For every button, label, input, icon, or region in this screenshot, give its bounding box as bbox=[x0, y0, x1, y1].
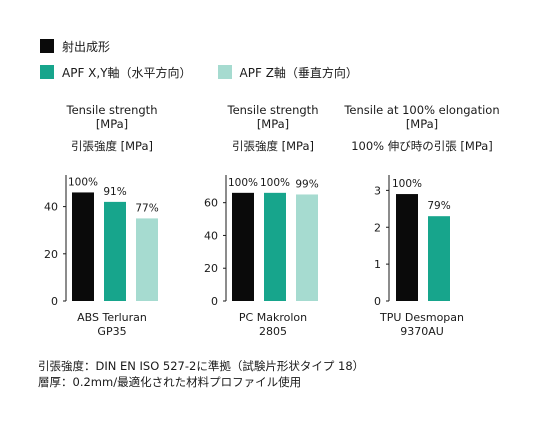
legend-row-1: 射出成形 bbox=[40, 33, 136, 59]
chart-2-title-ja: 引張強度 [MPa] bbox=[232, 139, 314, 153]
chart-1-bar-2 bbox=[104, 201, 126, 301]
chart-1-title-line-1: Tensile strength bbox=[66, 103, 158, 117]
chart-3-title-line-1: Tensile at 100% elongation bbox=[343, 103, 499, 117]
chart-2-data-label-2: 100% bbox=[260, 177, 290, 189]
legend-row-2: APF X,Y軸（水平方向） APF Z軸（垂直方向） bbox=[40, 59, 520, 85]
chart-2-data-label-3: 99% bbox=[295, 178, 318, 190]
footnotes: 引張強度：DIN EN ISO 527-2に準拠（試験片形状タイプ 18） 層厚… bbox=[38, 358, 364, 390]
legend-swatch-injection bbox=[40, 39, 54, 53]
chart-2-bar-3 bbox=[296, 194, 318, 301]
chart-1-bar-3 bbox=[136, 218, 158, 301]
chart-1-data-label-3: 77% bbox=[135, 202, 158, 214]
legend-label-apf-z: APF Z軸（垂直方向） bbox=[239, 65, 358, 80]
chart-1-data-label-2: 91% bbox=[103, 186, 126, 198]
legend-label-injection: 射出成形 bbox=[62, 39, 111, 54]
chart-3-tick-label-3: 3 bbox=[374, 184, 381, 197]
chart-3-data-label-2: 79% bbox=[427, 200, 450, 212]
chart-2-tick-label-20: 20 bbox=[204, 262, 218, 275]
chart-3-data-label-1: 100% bbox=[392, 178, 422, 190]
chart-2-tick-label-60: 60 bbox=[204, 197, 218, 210]
chart-3-tick-label-1: 1 bbox=[374, 258, 381, 271]
legend-item-apf-z: APF Z軸（垂直方向） bbox=[217, 64, 358, 81]
chart-3-title-ja: 100% 伸び時の引張 [MPa] bbox=[351, 139, 493, 153]
chart-3-bar-1 bbox=[396, 194, 418, 301]
chart-2-xlabel-line-1: PC Makrolon bbox=[239, 311, 307, 324]
chart-2-data-label-1: 100% bbox=[228, 177, 258, 189]
chart-1-tick-label-20: 20 bbox=[44, 248, 58, 261]
legend-item-apf-xy: APF X,Y軸（水平方向） bbox=[40, 64, 192, 81]
chart-2-bar-1 bbox=[232, 192, 254, 301]
chart-2-bar-2 bbox=[264, 192, 286, 301]
chart-2-title-line-2: [MPa] bbox=[257, 117, 289, 131]
chart-3-tick-label-0: 0 bbox=[374, 295, 381, 308]
chart-3-tick-label-2: 2 bbox=[374, 221, 381, 234]
legend-item-injection: 射出成形 bbox=[40, 38, 110, 55]
chart-1-tick-label-0: 0 bbox=[51, 295, 58, 308]
chart-2-tick-label-40: 40 bbox=[204, 229, 218, 242]
chart-2-tick-label-0: 0 bbox=[211, 295, 218, 308]
chart-1-title-ja: 引張強度 [MPa] bbox=[71, 139, 153, 153]
legend-label-apf-xy: APF X,Y軸（水平方向） bbox=[62, 65, 192, 80]
chart-1-xlabel-line-2: GP35 bbox=[97, 325, 126, 338]
footnote-line-1: 引張強度：DIN EN ISO 527-2に準拠（試験片形状タイプ 18） bbox=[38, 359, 365, 373]
chart-3-title-line-2: [MPa] bbox=[406, 117, 438, 131]
chart-3-xlabel-line-2: 9370AU bbox=[400, 325, 444, 338]
footnote-line-2: 層厚：0.2mm/最適化された材料プロファイル使用 bbox=[38, 375, 302, 389]
chart-3-bar-2 bbox=[428, 216, 450, 301]
chart-2-xlabel-line-2: 2805 bbox=[259, 325, 287, 338]
legend: 射出成形 APF X,Y軸（水平方向） APF Z軸（垂直方向） bbox=[40, 33, 358, 80]
chart-1-data-label-1: 100% bbox=[68, 176, 98, 188]
chart-1-bar-1 bbox=[72, 192, 94, 301]
legend-swatch-apf-xy bbox=[40, 65, 54, 79]
chart-1-xlabel-line-1: ABS Terluran bbox=[77, 311, 147, 324]
chart-1-tick-label-40: 40 bbox=[44, 201, 58, 214]
chart-3-xlabel-line-1: TPU Desmopan bbox=[379, 311, 464, 324]
chart-2-title-line-1: Tensile strength bbox=[227, 103, 319, 117]
chart-1-title-line-2: [MPa] bbox=[96, 117, 128, 131]
legend-swatch-apf-z bbox=[217, 65, 232, 79]
